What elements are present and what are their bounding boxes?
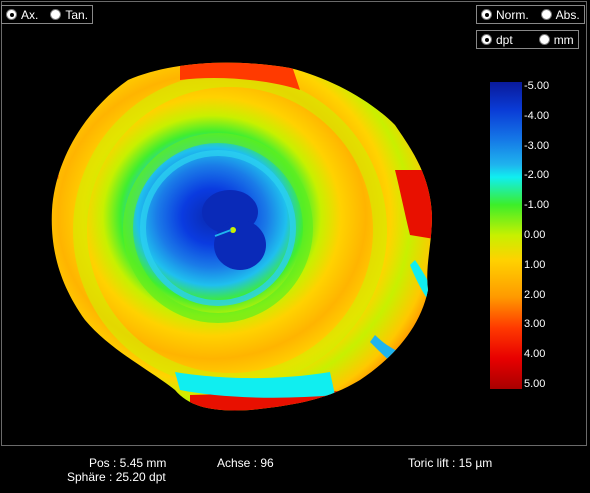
axial-radio-label: Ax. [21, 7, 39, 22]
position-readout: Pos : 5.45 mm [89, 456, 167, 470]
color-scale-tick-label: 4.00 [524, 348, 546, 361]
radio-unselected-icon [538, 34, 550, 45]
status-bar: Pos : 5.45 mm Sphäre : 25.20 dpt Achse :… [0, 448, 590, 493]
normalized-scale-radio[interactable]: Norm. [477, 8, 529, 22]
color-scale-bar [490, 82, 522, 389]
scale-mode-toggle: Norm. Abs. [476, 5, 585, 24]
color-scale-tick-label: -3.00 [524, 139, 550, 152]
color-scale-tick-label: 2.00 [524, 288, 546, 301]
toric-lift-readout: Toric lift : 15 µm [408, 456, 493, 470]
radio-selected-icon [481, 9, 492, 20]
absolute-scale-label: Abs. [555, 7, 580, 22]
absolute-scale-radio[interactable]: Abs. [537, 8, 580, 22]
color-scale-tick-label: -4.00 [524, 109, 550, 122]
diopter-unit-radio[interactable]: dpt [477, 33, 513, 47]
color-scale-tick-label: -5.00 [524, 80, 550, 92]
radio-unselected-icon [540, 9, 552, 20]
axis-readout: Achse : 96 [217, 456, 274, 470]
tangential-radio[interactable]: Tan. [46, 8, 88, 22]
diopter-unit-label: dpt [496, 32, 513, 47]
radio-selected-icon [481, 34, 492, 45]
color-scale-tick-label: -2.00 [524, 169, 550, 182]
sphere-readout: Sphäre : 25.20 dpt [67, 470, 166, 484]
tangential-radio-label: Tan. [65, 7, 89, 22]
radio-unselected-icon [50, 9, 62, 20]
axial-tangential-toggle: Ax. Tan. [1, 5, 94, 24]
color-scale-tick-label: 0.00 [524, 229, 546, 241]
radio-selected-icon [6, 9, 17, 20]
color-scale-tick-label: 1.00 [524, 258, 546, 271]
color-scale-tick-label: -1.00 [524, 199, 550, 212]
color-scale-tick-label: 3.00 [524, 318, 546, 331]
millimeter-unit-radio[interactable]: mm [535, 33, 574, 47]
millimeter-unit-label: mm [553, 32, 574, 47]
axial-radio[interactable]: Ax. [2, 8, 38, 22]
normalized-scale-label: Norm. [496, 7, 529, 22]
unit-toggle: dpt mm [476, 30, 579, 49]
corneal-topography-map [51, 62, 432, 411]
color-scale-tick-label: 5.00 [524, 378, 546, 390]
